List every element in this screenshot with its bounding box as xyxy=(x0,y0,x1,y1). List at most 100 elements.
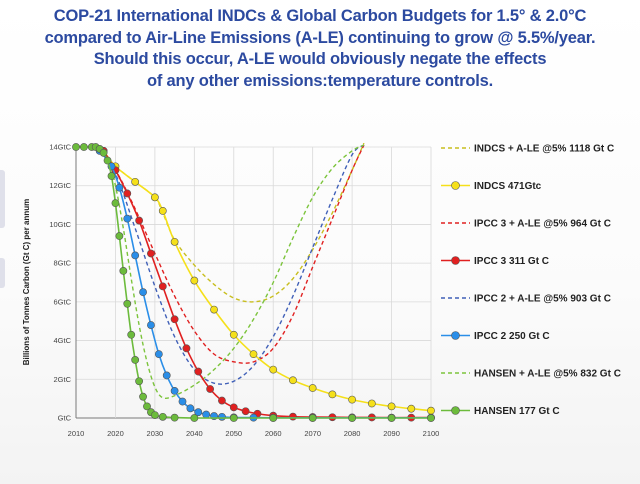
data-point xyxy=(123,189,132,198)
data-point xyxy=(241,407,250,416)
x-tick-label: 2080 xyxy=(344,429,361,438)
data-point xyxy=(407,404,416,413)
data-point xyxy=(308,384,317,392)
series-line xyxy=(99,150,431,419)
data-point xyxy=(229,414,238,422)
data-point xyxy=(229,330,238,339)
data-point xyxy=(127,330,136,339)
series-5 xyxy=(75,144,365,385)
data-point xyxy=(210,305,218,314)
data-point xyxy=(186,404,195,413)
series-2 xyxy=(99,146,435,415)
data-point xyxy=(147,249,155,258)
data-point xyxy=(139,392,147,401)
title-line-2: compared to Air-Line Emissions (A-LE) co… xyxy=(44,28,596,47)
x-tick-label: 2090 xyxy=(383,429,400,438)
y-tick-label: 10GtC xyxy=(49,220,71,229)
data-point xyxy=(229,403,238,412)
x-tick-label: 2040 xyxy=(186,429,203,438)
data-point xyxy=(308,414,317,422)
data-point xyxy=(131,251,140,260)
legend: INDCS + A-LE @5% 1118 Gt C INDCS 471Gtc IP… xyxy=(441,144,621,417)
data-point xyxy=(79,143,88,151)
legend-swatch-marker xyxy=(451,406,460,415)
data-point xyxy=(194,408,203,417)
y-tick-label: 8GtC xyxy=(53,259,71,268)
legend-item-6: IPCC 2 250 Gt C xyxy=(441,331,550,342)
data-point xyxy=(150,193,159,202)
title-line-1: COP-21 International INDCs & Global Carb… xyxy=(53,7,587,25)
legend-swatch-marker xyxy=(451,181,460,190)
legend-label: HANSEN + A-LE @5% 832 Gt C xyxy=(474,369,621,380)
data-point xyxy=(72,143,80,151)
left-edge-tab-bottom xyxy=(0,258,5,288)
data-point xyxy=(99,148,108,157)
data-point xyxy=(269,365,278,374)
data-point xyxy=(194,367,203,376)
y-tick-label: 6GtC xyxy=(53,297,71,306)
axes: GtC 2GtC 4GtC 6GtC 8GtC 10GtC 12GtC 14GtC 2010 20… xyxy=(49,143,439,439)
x-tick-label: 2010 xyxy=(68,429,85,438)
y-tick-label: 2GtC xyxy=(53,375,71,384)
y-tick-label: 12GtC xyxy=(49,181,71,190)
data-point xyxy=(170,237,179,246)
grid xyxy=(75,146,432,419)
data-point xyxy=(135,377,144,386)
data-point xyxy=(387,414,396,422)
legend-label: HANSEN 177 Gt C xyxy=(474,406,560,417)
legend-item-7: HANSEN + A-LE @5% 832 Gt C xyxy=(441,369,621,380)
data-point xyxy=(123,214,132,223)
data-point xyxy=(119,266,128,275)
left-edge-tab-top xyxy=(0,170,5,228)
title-line-4: of any other emissions:temperature contr… xyxy=(146,71,494,90)
data-point xyxy=(107,172,116,180)
series-7 xyxy=(75,144,365,399)
y-tick-label: GtC xyxy=(58,414,72,423)
data-point xyxy=(182,344,191,353)
chart-title: COP-21 International INDCs & Global Carb… xyxy=(0,6,640,92)
legend-item-5: IPCC 2 + A-LE @5% 903 Gt C xyxy=(441,294,611,305)
data-point xyxy=(289,376,297,385)
legend-item-1: INDCS + A-LE @5% 1118 Gt C xyxy=(441,144,614,155)
data-point xyxy=(135,216,144,225)
legend-label: IPCC 3 + A-LE @5% 964 Gt C xyxy=(474,219,611,230)
legend-swatch-marker xyxy=(451,331,460,340)
series-line xyxy=(75,146,431,419)
data-point xyxy=(269,414,278,422)
data-point xyxy=(348,414,357,422)
series-4 xyxy=(99,146,435,422)
y-axis-label: Billions of Tonnes Carbon (Gt C) per ann… xyxy=(22,199,31,366)
data-point xyxy=(158,282,167,291)
data-point xyxy=(147,321,155,329)
data-point xyxy=(115,183,124,192)
data-point xyxy=(289,412,297,421)
y-tick-label: 14GtC xyxy=(49,143,71,152)
data-point xyxy=(150,411,159,419)
legend-label: IPCC 2 250 Gt C xyxy=(474,331,550,342)
data-point xyxy=(202,410,211,419)
data-point xyxy=(154,350,163,359)
data-point xyxy=(348,395,357,404)
data-point xyxy=(170,413,179,422)
legend-label: IPCC 3 311 Gt C xyxy=(474,256,549,267)
data-point xyxy=(218,412,226,421)
data-point xyxy=(123,299,132,308)
series-line xyxy=(75,144,365,399)
series-8 xyxy=(72,143,435,422)
data-point xyxy=(158,412,167,421)
data-point xyxy=(170,315,179,324)
legend-label: IPCC 2 + A-LE @5% 903 Gt C xyxy=(474,294,611,305)
x-tick-label: 2060 xyxy=(265,429,282,438)
legend-item-8: HANSEN 177 Gt C xyxy=(441,406,560,417)
data-point xyxy=(170,386,179,395)
legend-item-2: INDCS 471Gtc xyxy=(441,181,542,192)
data-point xyxy=(367,399,376,408)
data-point xyxy=(103,156,112,165)
legend-item-3: IPCC 3 + A-LE @5% 964 Gt C xyxy=(441,219,611,230)
data-point xyxy=(162,371,171,380)
data-point xyxy=(115,232,124,240)
series-line xyxy=(102,150,432,412)
series-line xyxy=(102,150,432,419)
x-tick-label: 2030 xyxy=(147,429,164,438)
